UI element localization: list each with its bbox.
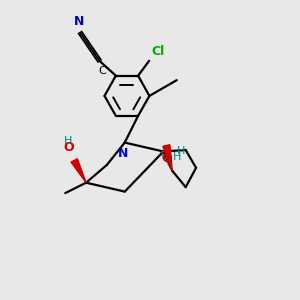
Text: H: H: [172, 152, 181, 162]
Polygon shape: [163, 145, 172, 171]
Text: H: H: [176, 146, 185, 156]
Text: C: C: [99, 66, 106, 76]
Text: H: H: [64, 136, 73, 146]
Polygon shape: [71, 159, 86, 183]
Text: O: O: [63, 141, 74, 154]
Text: Cl: Cl: [152, 46, 165, 59]
Text: O: O: [161, 152, 172, 165]
Text: N: N: [118, 147, 128, 160]
Text: N: N: [74, 15, 84, 28]
